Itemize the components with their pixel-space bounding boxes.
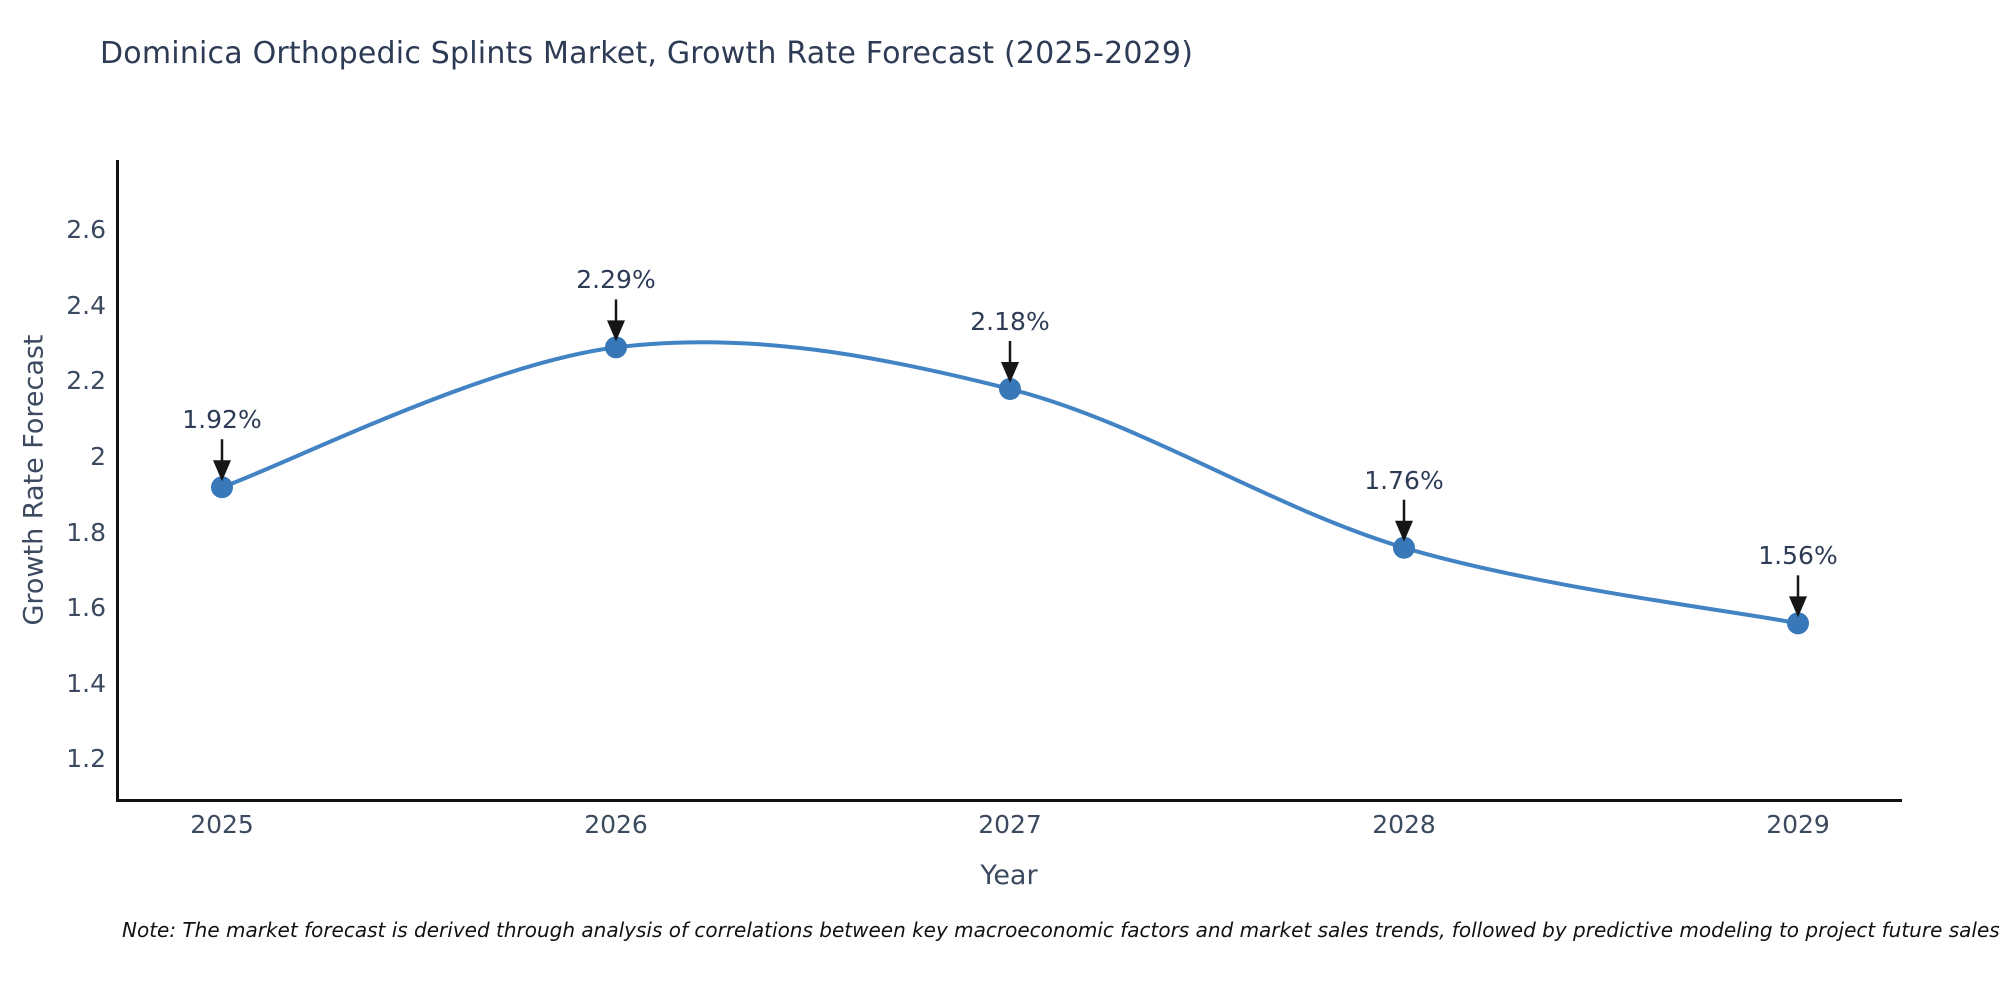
x-tick-label: 2026: [584, 810, 648, 839]
x-tick-label: 2029: [1766, 810, 1830, 839]
footnote: Note: The market forecast is derived thr…: [122, 918, 2000, 942]
y-tick-label: 2: [90, 442, 106, 471]
y-axis-line: [116, 160, 119, 802]
chart-title: Dominica Orthopedic Splints Market, Grow…: [100, 36, 1194, 71]
y-tick-label: 1.4: [66, 668, 106, 698]
x-tick-label: 2028: [1372, 810, 1436, 839]
x-axis-title: Year: [980, 860, 1038, 891]
point-value-label: 1.92%: [182, 405, 262, 435]
x-tick-label: 2025: [190, 810, 254, 839]
annotation-arrowhead-icon: [1395, 520, 1413, 542]
x-tick-label: 2027: [978, 810, 1042, 839]
y-tick-label: 2.2: [66, 366, 106, 396]
annotation-arrowhead-icon: [607, 320, 625, 342]
annotation-arrowhead-icon: [213, 460, 231, 482]
data-point-marker: [211, 476, 233, 499]
point-value-label: 2.18%: [970, 306, 1050, 336]
point-value-label: 2.29%: [576, 265, 656, 295]
point-value-label: 1.76%: [1364, 465, 1444, 495]
data-point-marker: [999, 377, 1021, 400]
x-axis-line: [116, 799, 1902, 802]
y-tick-label: 1.6: [66, 593, 106, 623]
annotation-arrowhead-icon: [1789, 596, 1807, 618]
y-tick-label: 1.8: [66, 517, 106, 547]
annotation-arrowhead-icon: [1001, 361, 1019, 383]
y-tick-label: 1.2: [66, 744, 106, 774]
data-point-marker: [1787, 612, 1809, 635]
data-point-marker: [1393, 536, 1415, 559]
data-point-marker: [605, 336, 627, 359]
y-tick-label: 2.4: [66, 290, 106, 320]
y-tick-label: 2.6: [66, 215, 106, 245]
point-value-label: 1.56%: [1758, 541, 1838, 571]
